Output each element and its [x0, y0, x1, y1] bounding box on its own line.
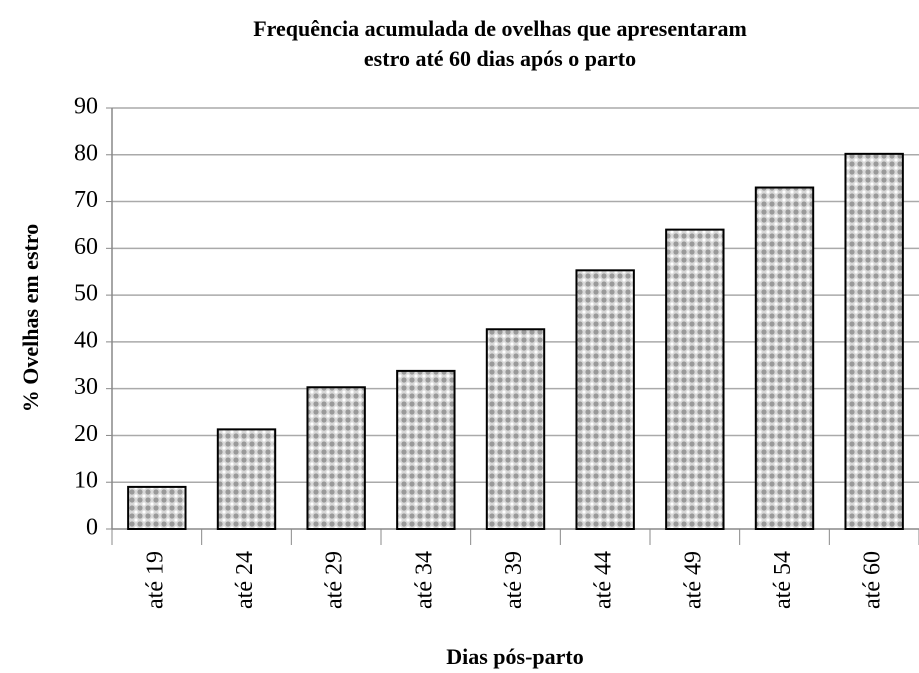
bar	[127, 485, 187, 530]
bar	[216, 428, 277, 531]
bar	[485, 328, 546, 530]
y-tick-label: 20	[74, 421, 98, 447]
bar	[754, 186, 815, 530]
chart-title: Frequência acumulada de ovelhas que apre…	[253, 16, 747, 41]
x-tick-label: até 44	[591, 551, 617, 609]
y-tick-label: 70	[74, 187, 98, 213]
y-tick-label: 80	[74, 140, 98, 166]
x-tick-label: até 34	[411, 551, 437, 609]
x-tick-label: até 49	[680, 551, 706, 609]
x-tick-label: até 39	[501, 551, 527, 609]
y-axis-title: % Ovelhas em estro	[18, 224, 43, 412]
y-tick-label: 30	[74, 374, 98, 400]
bar	[844, 152, 904, 530]
x-axis-title: Dias pós-parto	[446, 644, 584, 669]
bar	[396, 369, 456, 530]
y-tick-label: 60	[74, 234, 98, 260]
y-tick-label: 10	[74, 468, 98, 494]
y-tick-label: 50	[74, 281, 98, 307]
x-tick-label: até 19	[142, 551, 168, 609]
x-tick-label: até 24	[232, 551, 258, 609]
y-tick-label: 0	[86, 515, 98, 541]
y-tick-label: 90	[74, 94, 98, 120]
bar	[306, 386, 366, 530]
y-tick-label: 40	[74, 327, 98, 353]
x-tick-label: até 54	[770, 551, 796, 609]
x-tick-label: até 60	[860, 551, 886, 609]
x-tick-label: até 29	[322, 551, 348, 609]
chart-title: estro até 60 dias após o parto	[364, 46, 636, 71]
bar	[575, 269, 635, 530]
bar	[665, 228, 725, 530]
